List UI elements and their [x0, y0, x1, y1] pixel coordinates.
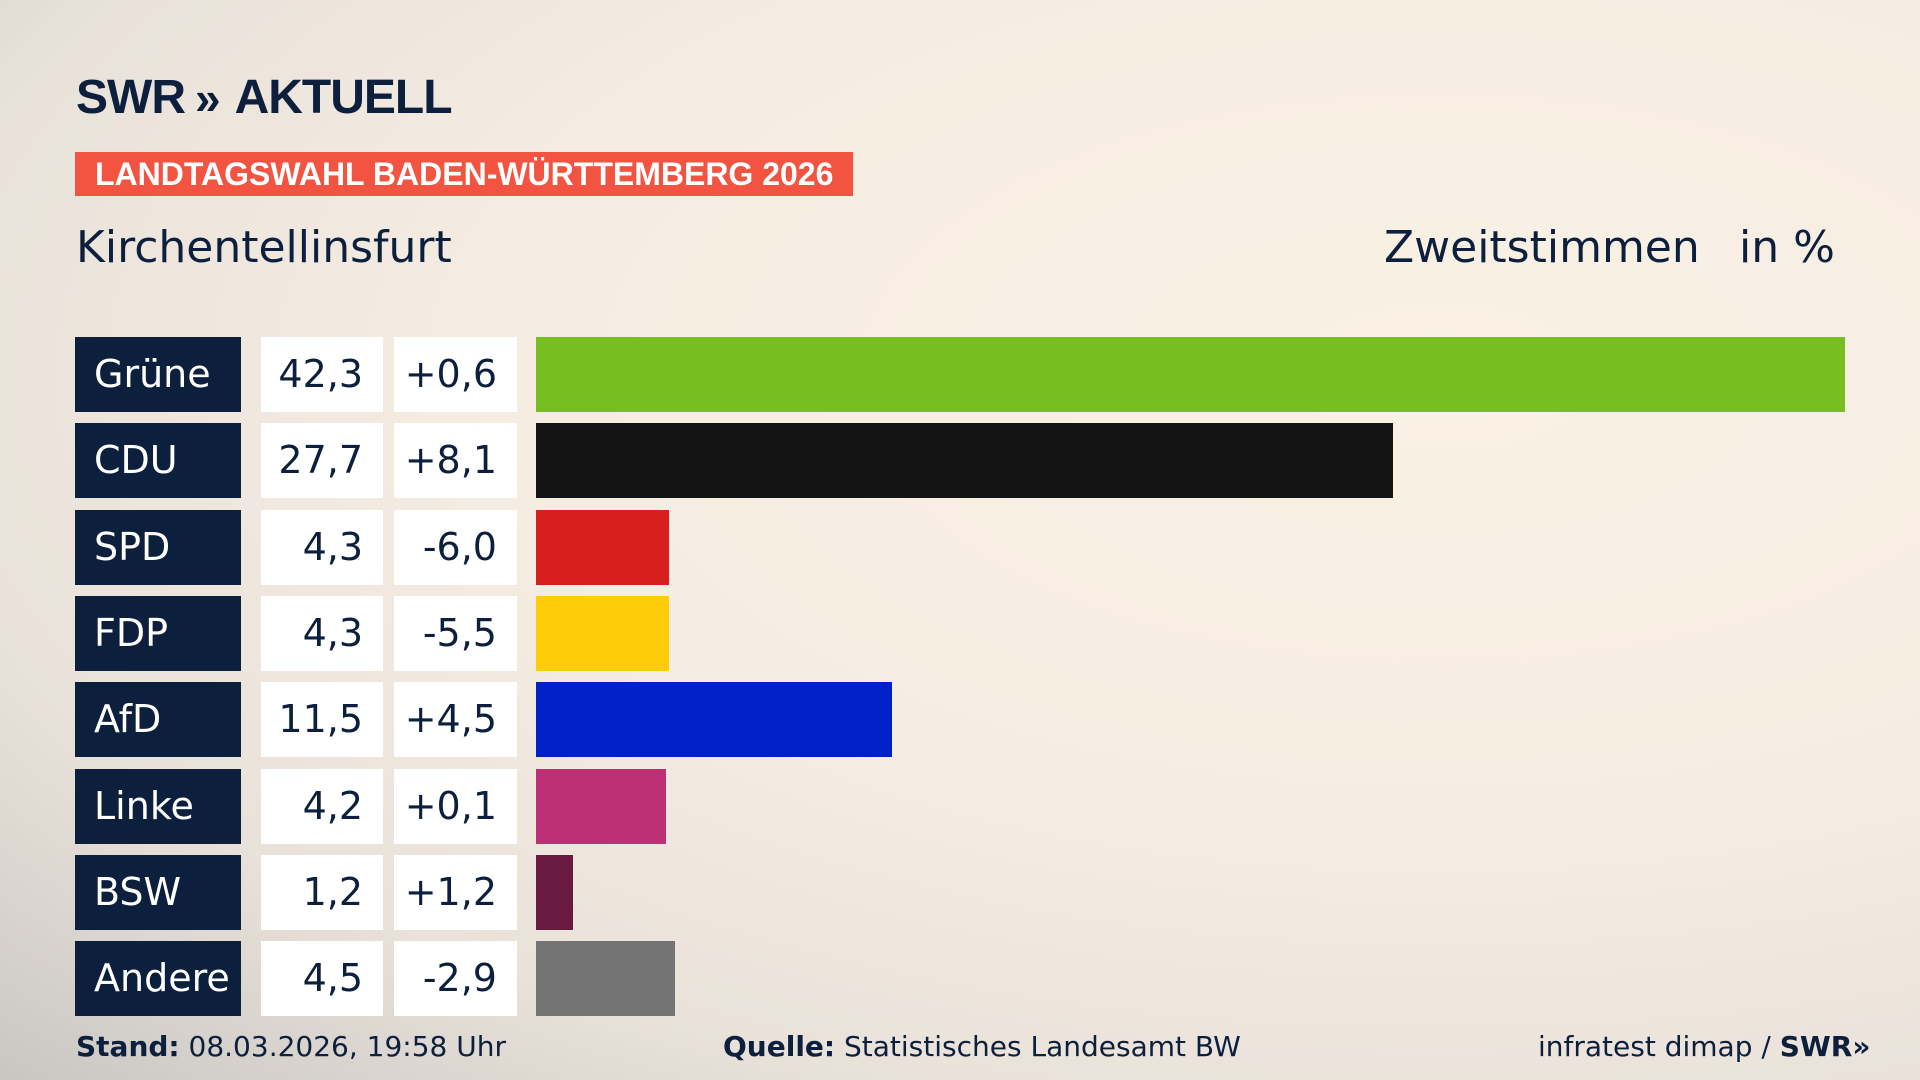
election-banner: LANDTAGSWAHL BADEN-WÜRTTEMBERG 2026: [75, 152, 854, 196]
bar: [536, 423, 1394, 499]
change-label: +4,5: [394, 682, 517, 758]
timestamp: Stand: 08.03.2026, 19:58 Uhr: [76, 1030, 506, 1063]
bar: [536, 768, 666, 844]
logo-swr: SWR: [76, 71, 186, 124]
party-label: CDU: [75, 423, 241, 499]
party-label: Linke: [75, 768, 241, 844]
change-label: +0,6: [394, 337, 517, 412]
change-label: -6,0: [394, 509, 517, 585]
swr-aktuell-logo: SWR» AKTUELL: [76, 70, 453, 125]
party-label: AfD: [75, 682, 241, 758]
vote-type-label: Zweitstimmen: [1384, 222, 1700, 273]
swr-small-logo: SWR»: [1779, 1030, 1871, 1063]
unit-label: in %: [1739, 222, 1835, 273]
bar: [536, 854, 574, 930]
bar: [536, 595, 670, 671]
value-label: 11,5: [261, 682, 383, 758]
change-label: -2,9: [394, 941, 517, 1017]
change-label: +0,1: [394, 768, 517, 844]
logo-aktuell: AKTUELL: [234, 71, 453, 124]
change-label: -5,5: [394, 595, 517, 671]
party-label: FDP: [75, 595, 241, 671]
bar: [536, 337, 1845, 412]
bar: [536, 941, 676, 1017]
value-label: 27,7: [261, 423, 383, 499]
stand-label: Stand:: [76, 1030, 180, 1063]
party-label: Andere: [75, 941, 241, 1017]
party-label: BSW: [75, 854, 241, 930]
change-label: +8,1: [394, 423, 517, 499]
credit: infratest dimap / SWR»: [1538, 1030, 1870, 1063]
change-label: +1,2: [394, 854, 517, 930]
credit-text: infratest dimap /: [1538, 1030, 1780, 1063]
party-label: Grüne: [75, 337, 241, 412]
source: Quelle: Statistisches Landesamt BW: [723, 1030, 1241, 1063]
value-label: 42,3: [261, 337, 383, 412]
stand-value: 08.03.2026, 19:58 Uhr: [188, 1030, 506, 1063]
value-label: 1,2: [261, 854, 383, 930]
place-title: Kirchentellinsfurt: [76, 222, 452, 273]
source-value: Statistisches Landesamt BW: [844, 1030, 1241, 1063]
value-label: 4,3: [261, 595, 383, 671]
chevron-icon: »: [194, 71, 220, 124]
value-label: 4,5: [261, 941, 383, 1017]
bar: [536, 682, 892, 758]
bar: [536, 509, 670, 585]
source-label: Quelle:: [723, 1030, 836, 1063]
value-label: 4,2: [261, 768, 383, 844]
value-label: 4,3: [261, 509, 383, 585]
party-label: SPD: [75, 509, 241, 585]
